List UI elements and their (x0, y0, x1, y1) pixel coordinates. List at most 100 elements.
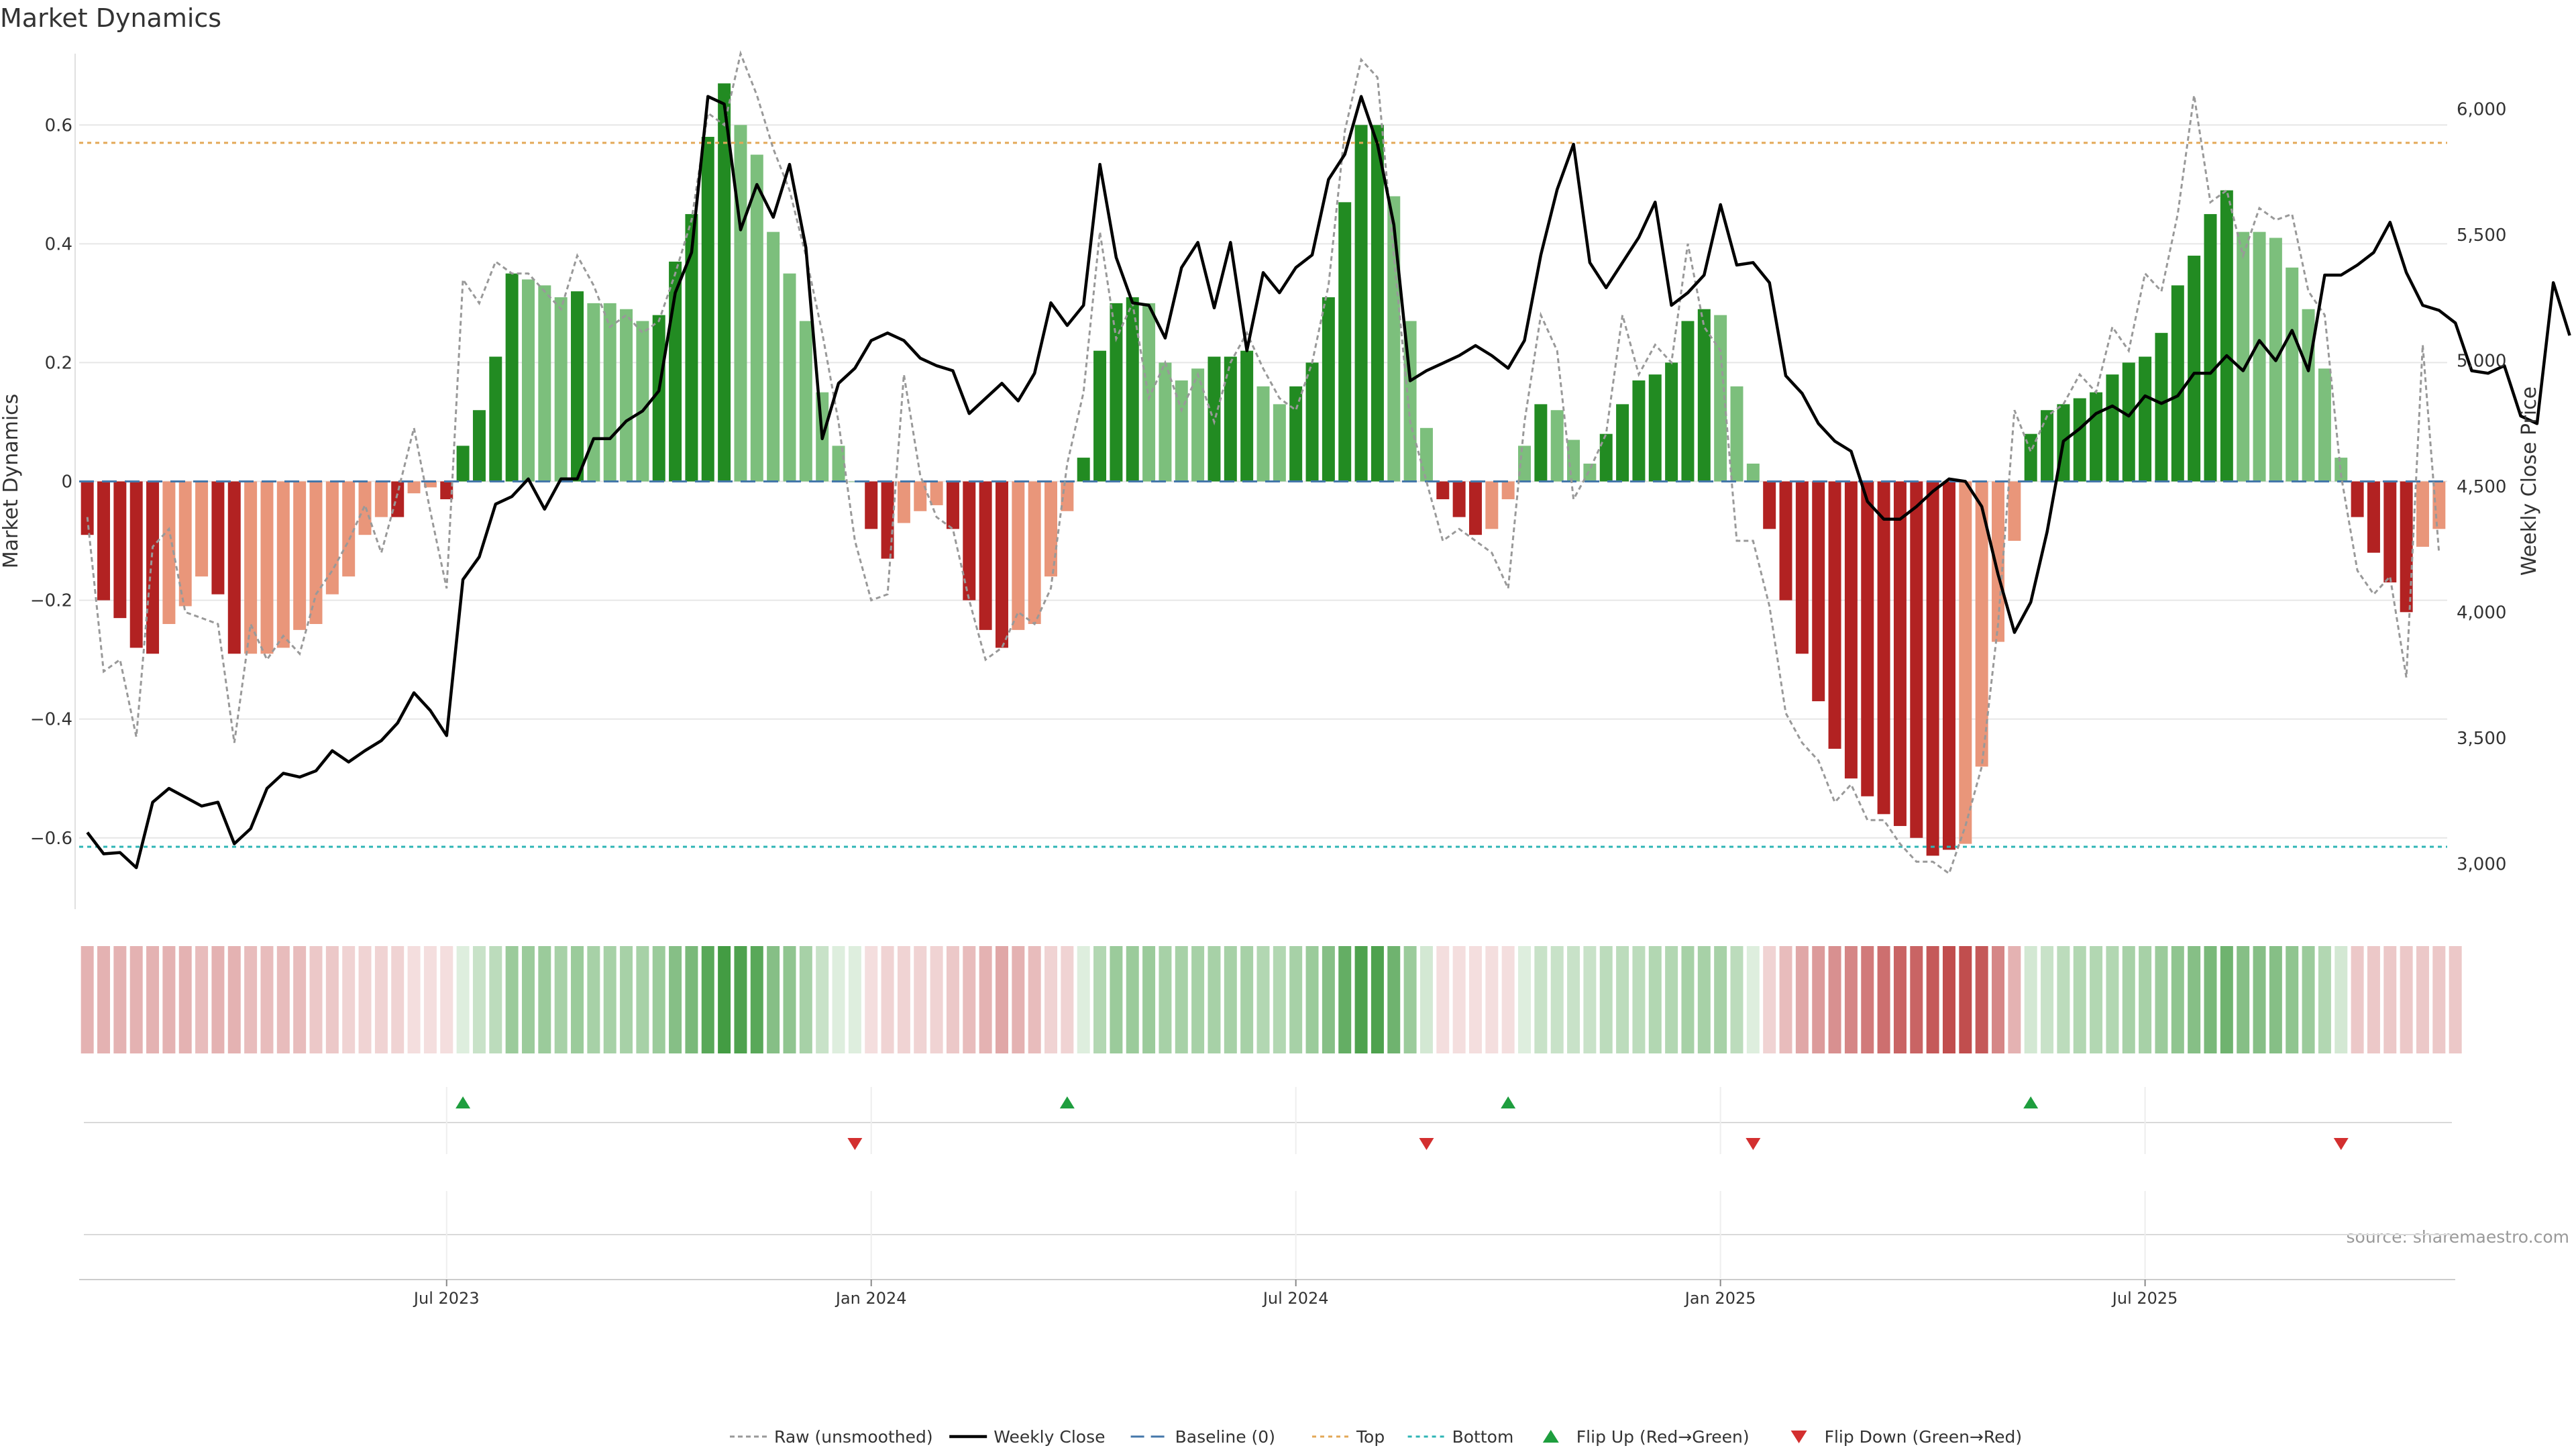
dynamics-bar (1665, 362, 1678, 482)
heat-cell (2106, 946, 2119, 1053)
dynamics-bar (1436, 481, 1450, 500)
heat-cell (1126, 946, 1139, 1053)
dynamics-bar (2090, 392, 2103, 482)
heat-cell (995, 946, 1008, 1053)
dynamics-bar (1697, 309, 1711, 482)
heat-cell (2171, 946, 2184, 1053)
heat-cell (1387, 946, 1401, 1053)
dynamics-bar (1844, 481, 1858, 779)
heat-cell (2351, 946, 2364, 1053)
heat-cell (1942, 946, 1955, 1053)
legend-item-raw: Raw (unsmoothed) (730, 1427, 933, 1447)
dynamics-bar (995, 481, 1008, 648)
dynamics-bar (2302, 309, 2315, 482)
flip-up-marker (1501, 1096, 1516, 1108)
dynamics-bar (1812, 481, 1825, 702)
flip-down-marker (2333, 1138, 2349, 1150)
heat-cell (636, 946, 649, 1053)
legend: Raw (unsmoothed) Weekly Close Baseline (0)… (730, 1427, 2022, 1447)
dynamics-bar (1191, 368, 1205, 482)
heat-cell (342, 946, 356, 1053)
dynamics-bar (2122, 362, 2135, 482)
flip-down-marker (1419, 1138, 1434, 1150)
dynamics-bar (946, 481, 959, 529)
heat-cell (669, 946, 682, 1053)
heat-cell (2318, 946, 2331, 1053)
legend-item-close: Weekly Close (949, 1427, 1105, 1447)
dynamics-bar (162, 481, 176, 624)
heat-cell (767, 946, 780, 1053)
dynamics-bar (1632, 380, 1646, 482)
heat-cell (2367, 946, 2380, 1053)
heat-cell (1501, 946, 1515, 1053)
dynamics-bar (2171, 285, 2184, 482)
heat-cell (195, 946, 209, 1053)
heat-cell (1893, 946, 1907, 1053)
heat-cell (1322, 946, 1335, 1053)
heat-cell (1485, 946, 1499, 1053)
dynamics-bar (1419, 427, 1433, 482)
dynamics-bar (276, 481, 290, 648)
x-tick-label: Jan 2025 (1684, 1289, 1756, 1308)
heat-cell (652, 946, 665, 1053)
dynamics-bar (1485, 481, 1499, 529)
dynamics-bar (636, 321, 649, 482)
heat-cell (783, 946, 796, 1053)
dynamics-bar (1305, 362, 1319, 482)
dynamics-bar (1942, 481, 1955, 850)
right-tick-label: 5,000 (2457, 352, 2506, 372)
heat-cell (440, 946, 453, 1053)
dynamics-bar (1501, 481, 1515, 500)
dynamics-bar (750, 154, 763, 482)
dynamics-bar (979, 481, 992, 630)
x-tick-label: Jul 2025 (2111, 1289, 2178, 1308)
dynamics-bar (2139, 356, 2152, 482)
heat-cell (1812, 946, 1825, 1053)
dynamics-bar (1028, 481, 1041, 624)
dynamics-bar (1518, 446, 1532, 482)
heat-cell (2041, 946, 2054, 1053)
dynamics-bar (456, 446, 470, 482)
heat-cell (489, 946, 502, 1053)
dynamics-bar (685, 214, 698, 482)
heat-cell (1746, 946, 1760, 1053)
heat-cell (146, 946, 160, 1053)
heat-cell (358, 946, 372, 1053)
heat-cell (1142, 946, 1156, 1053)
dynamics-bar (832, 446, 845, 482)
dynamics-bar (2383, 481, 2397, 583)
heat-cell (2269, 946, 2282, 1053)
heat-cell (1567, 946, 1580, 1053)
dynamics-bar (1256, 386, 1270, 482)
heat-cell (1714, 946, 1727, 1053)
heat-cell (113, 946, 127, 1053)
legend-item-flip_up: Flip Up (Red→Green) (1542, 1427, 1750, 1447)
dynamics-bar (1599, 433, 1613, 482)
heat-cell (554, 946, 568, 1053)
heat-cell (1093, 946, 1107, 1053)
dynamics-bar (2432, 481, 2446, 529)
heat-cell (1436, 946, 1450, 1053)
heat-cell (979, 946, 992, 1053)
dynamics-bar (652, 315, 665, 482)
dynamics-bar (1159, 362, 1172, 482)
heat-cell (1289, 946, 1303, 1053)
dynamics-bar (1616, 404, 1629, 482)
dynamics-bar (2367, 481, 2380, 553)
heat-cell (521, 946, 535, 1053)
left-tick-label: −0.6 (30, 829, 72, 849)
dynamics-bar (423, 481, 437, 488)
right-tick-label: 6,000 (2457, 100, 2506, 120)
dynamics-bar (1893, 481, 1907, 827)
dynamics-bar (963, 481, 976, 601)
dynamics-bar (2041, 410, 2054, 482)
flip-up-marker (1059, 1096, 1075, 1108)
heat-cell (374, 946, 388, 1053)
heat-cell (2400, 946, 2413, 1053)
axes-layer: 0.6 0.4 0.2 0 −0.2 −0.4 −0.6 6,000 5,500 5,000 4,5… (0, 100, 2541, 875)
heat-cell (1616, 946, 1629, 1053)
heat-cell (2204, 946, 2217, 1053)
heat-cell (1403, 946, 1417, 1053)
